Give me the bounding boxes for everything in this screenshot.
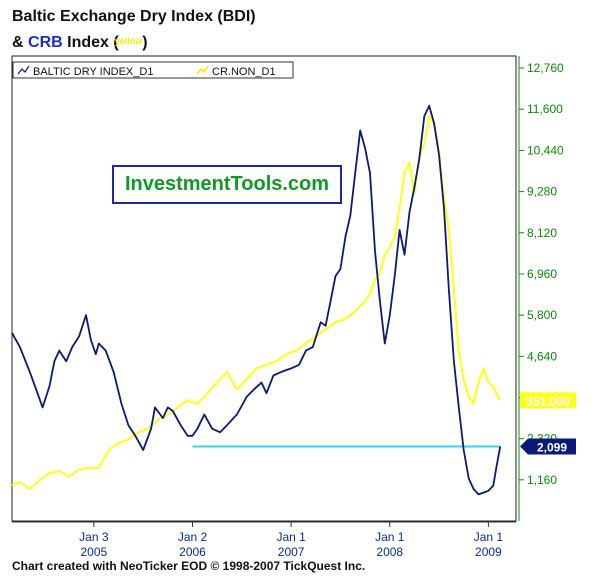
x-tick-label-month: Jan 1 [276,530,306,544]
title-crb: CRB [28,34,63,51]
labels-layer: 12,760 11,600 10,440 9,280 8,120 6,960 5,800 4,… [79,61,576,559]
x-tick-label-year: 2008 [376,545,403,559]
title-paren-close: ) [142,34,148,51]
series-layer [11,104,502,496]
crb-series-line [11,115,502,491]
title-yellow-note: yellow [114,36,143,46]
bdi-series-line [11,104,502,496]
legend-bdi-swatch [17,65,30,75]
x-tick-label-month: Jan 2 [178,530,208,544]
x-tick-label-month: Jan 1 [474,530,504,544]
watermark-logo: InvestmentTools.com [112,165,342,204]
y-tick-label: 5,800 [527,308,557,322]
x-tick-label-year: 2005 [81,545,108,559]
axes [11,55,524,527]
crb-last-value-tag [520,392,576,409]
legend-box [12,61,294,79]
x-tick-label-month: Jan 3 [79,530,109,544]
title-paren-open: ( [113,34,119,51]
y-tick-label: 10,440 [527,143,564,157]
chart-title-line-1: Baltic Exchange Dry Index (BDI) [12,8,256,25]
legend-crb-swatch [196,65,209,75]
footer-credit: Chart created with NeoTicker EOD © 1998-… [12,559,366,573]
chart-title-line-2: & CRB Index (yellow) [12,34,148,52]
legend-crb-label: CR.NON_D1 [212,66,276,78]
crb-last-value-label: 351.000 [526,394,570,408]
x-tick-label-year: 2007 [278,545,305,559]
y-tick-label: 8,120 [527,226,557,240]
x-tick-label-year: 2006 [179,545,206,559]
y-tick-label: 9,280 [527,185,557,199]
legend-bdi-label: BALTIC DRY INDEX_D1 [33,66,153,78]
x-tick-label-year: 2009 [475,545,502,559]
y-tick-label: 4,640 [527,349,557,363]
y-tick-label: 1,160 [527,473,557,487]
plot-border [11,55,517,522]
bdi-last-value-label: 2,099 [537,440,567,454]
bdi-last-value-tag [520,438,576,455]
y-tick-label: 12,760 [527,61,564,75]
y-tick-label: 6,960 [527,267,557,281]
title-ampersand: & [12,34,24,51]
x-tick-label-month: Jan 1 [375,530,405,544]
title-index-word: Index [67,34,109,51]
legend: BALTIC DRY INDEX_D1 CR.NON_D1 [12,61,294,79]
y-tick-label: 11,600 [527,102,563,116]
